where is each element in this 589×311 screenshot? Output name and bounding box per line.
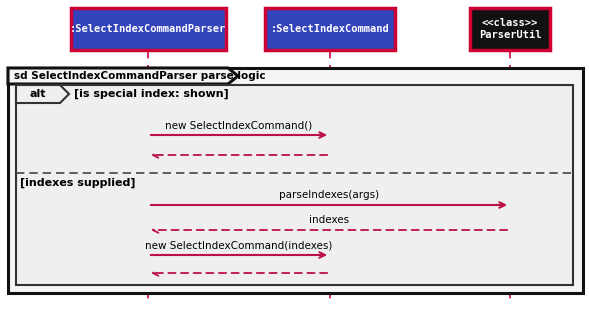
Bar xyxy=(71,8,226,50)
Text: indexes: indexes xyxy=(309,215,349,225)
Text: [indexes supplied]: [indexes supplied] xyxy=(20,178,135,188)
Bar xyxy=(8,68,583,293)
Text: :SelectIndexCommand: :SelectIndexCommand xyxy=(270,24,389,34)
Text: sd SelectIndexCommandParser parse logic: sd SelectIndexCommandParser parse logic xyxy=(14,71,266,81)
Text: :SelectIndexCommandParser: :SelectIndexCommandParser xyxy=(70,24,226,34)
Text: parseIndexes(args): parseIndexes(args) xyxy=(279,190,379,200)
Bar xyxy=(470,8,550,50)
Polygon shape xyxy=(8,68,238,84)
Bar xyxy=(265,8,395,50)
Polygon shape xyxy=(16,85,69,103)
Text: alt: alt xyxy=(30,89,47,99)
Text: new SelectIndexCommand(indexes): new SelectIndexCommand(indexes) xyxy=(145,240,333,250)
Bar xyxy=(16,85,573,285)
Text: new SelectIndexCommand(): new SelectIndexCommand() xyxy=(166,120,313,130)
Text: [is special index: shown]: [is special index: shown] xyxy=(74,89,229,99)
Text: <<class>>
ParserUtil: <<class>> ParserUtil xyxy=(479,18,541,40)
